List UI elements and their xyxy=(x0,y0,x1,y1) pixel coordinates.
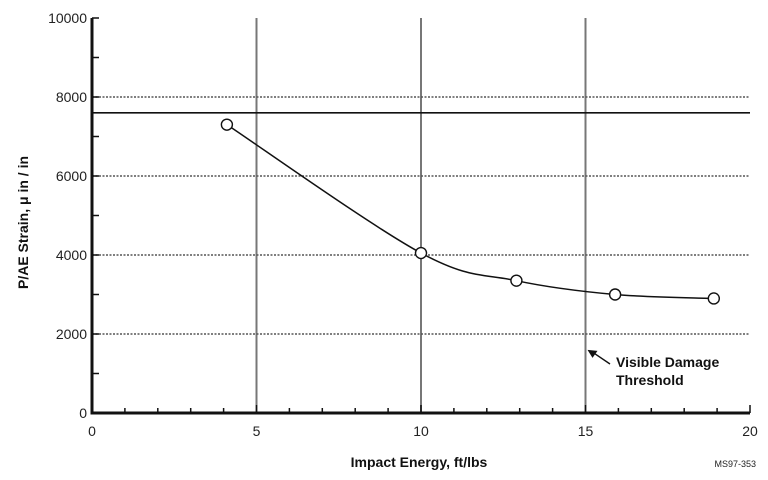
y-tick-label-8000: 8000 xyxy=(56,89,87,105)
data-point-4 xyxy=(707,292,721,305)
y-tick-label-10000: 10000 xyxy=(48,10,87,26)
annotation-arrow-head xyxy=(587,349,598,358)
x-tick-label-0: 0 xyxy=(88,423,96,439)
data-series xyxy=(220,118,721,305)
y-tick-label-2000: 2000 xyxy=(56,326,87,342)
y-tick-label-4000: 4000 xyxy=(56,247,87,263)
x-tick-label-5: 5 xyxy=(253,423,261,439)
data-point-2 xyxy=(510,274,523,287)
series-0-line xyxy=(226,124,714,300)
annotation: Visible Damage Threshold xyxy=(587,349,719,388)
y-axis-title: P/AE Strain, μ in / in xyxy=(15,156,31,289)
x-tick-label-20: 20 xyxy=(742,423,758,439)
y-tick-label-6000: 6000 xyxy=(56,168,87,184)
data-point-3 xyxy=(608,288,622,301)
figure-code: MS97-353 xyxy=(714,459,756,469)
annotation-arrow-shaft xyxy=(593,352,611,365)
data-point-0 xyxy=(220,118,234,131)
annotation-text-line-1: Visible Damage xyxy=(616,354,719,370)
ticks: 0 5 10 15 20 0 2000 4000 6000 8000 10000 xyxy=(48,10,758,439)
x-axis-title: Impact Energy, ft/lbs xyxy=(351,454,488,470)
x-tick-label-15: 15 xyxy=(578,423,594,439)
x-tick-label-10: 10 xyxy=(413,423,429,439)
data-point-1 xyxy=(414,246,428,260)
annotation-text-line-2: Threshold xyxy=(616,372,684,388)
y-tick-label-0: 0 xyxy=(79,405,87,421)
